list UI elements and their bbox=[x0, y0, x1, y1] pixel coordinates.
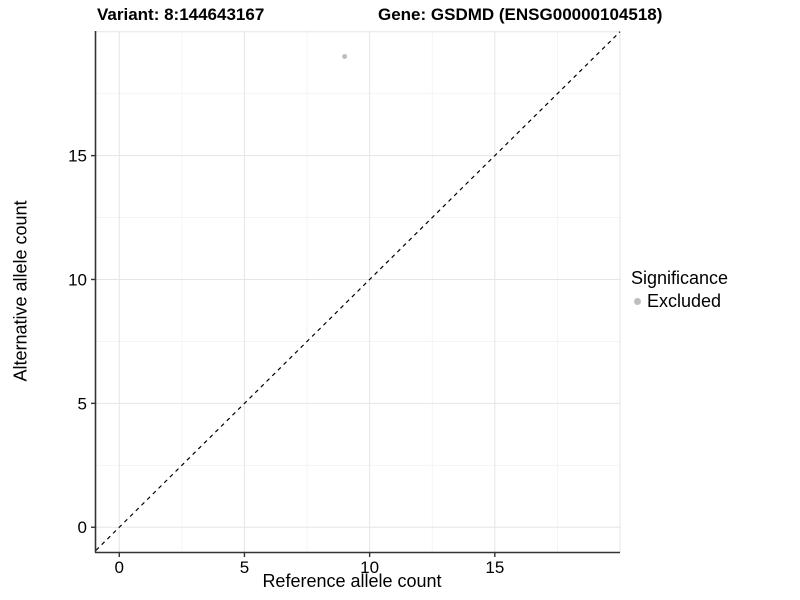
y-tick-label: 10 bbox=[68, 270, 87, 289]
y-tick-label: 5 bbox=[78, 394, 87, 413]
legend-item-excluded: Excluded bbox=[631, 291, 728, 312]
x-tick-label: 5 bbox=[240, 558, 249, 577]
y-tick-label: 0 bbox=[78, 518, 87, 537]
plot-title-gene: Gene: GSDMD (ENSG00000104518) bbox=[378, 5, 663, 24]
y-tick-label: 15 bbox=[68, 147, 87, 166]
x-tick-label: 10 bbox=[360, 558, 379, 577]
x-tick-label: 15 bbox=[485, 558, 504, 577]
plot-title-variant: Variant: 8:144643167 bbox=[97, 5, 265, 24]
legend-item-label: Excluded bbox=[647, 291, 722, 311]
data-point bbox=[342, 54, 348, 60]
legend-title: Significance bbox=[631, 268, 729, 288]
x-axis-title: Reference allele count bbox=[262, 571, 442, 591]
legend: Significance Excluded bbox=[631, 268, 728, 312]
legend-point-icon bbox=[634, 298, 641, 305]
identity-line bbox=[95, 31, 621, 551]
x-tick-label: 0 bbox=[115, 558, 124, 577]
y-axis-title: Alternative allele count bbox=[10, 200, 31, 382]
